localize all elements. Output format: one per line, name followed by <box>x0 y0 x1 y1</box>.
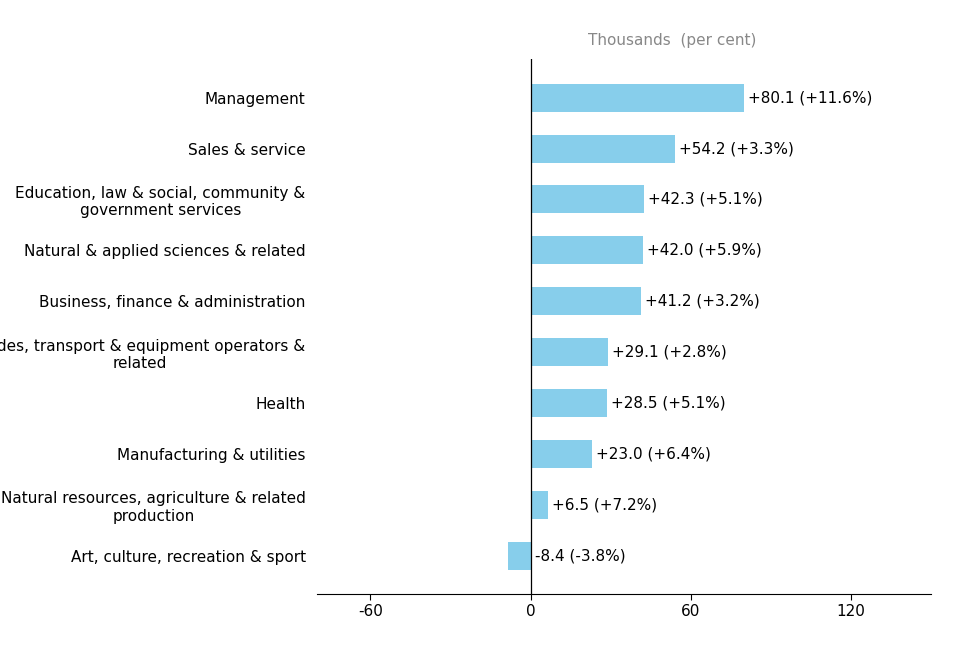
Bar <box>531 287 640 315</box>
Text: Thousands  (per cent): Thousands (per cent) <box>588 33 756 48</box>
Bar <box>531 135 675 162</box>
Text: -8.4 (-3.8%): -8.4 (-3.8%) <box>535 548 625 563</box>
Text: +80.1 (+11.6%): +80.1 (+11.6%) <box>749 90 873 105</box>
Text: +23.0 (+6.4%): +23.0 (+6.4%) <box>596 446 710 461</box>
Text: +29.1 (+2.8%): +29.1 (+2.8%) <box>612 345 727 360</box>
Text: +41.2 (+3.2%): +41.2 (+3.2%) <box>644 294 759 309</box>
Bar <box>531 185 643 213</box>
Bar <box>531 84 744 112</box>
Text: +54.2 (+3.3%): +54.2 (+3.3%) <box>680 141 794 156</box>
Text: +28.5 (+5.1%): +28.5 (+5.1%) <box>611 395 725 411</box>
Bar <box>531 236 642 265</box>
Bar <box>508 542 531 570</box>
Bar <box>531 491 548 519</box>
Text: +42.3 (+5.1%): +42.3 (+5.1%) <box>647 192 762 207</box>
Bar <box>531 440 592 468</box>
Bar <box>531 389 607 417</box>
Bar <box>531 338 609 366</box>
Text: +6.5 (+7.2%): +6.5 (+7.2%) <box>552 498 657 512</box>
Text: +42.0 (+5.9%): +42.0 (+5.9%) <box>647 243 761 258</box>
